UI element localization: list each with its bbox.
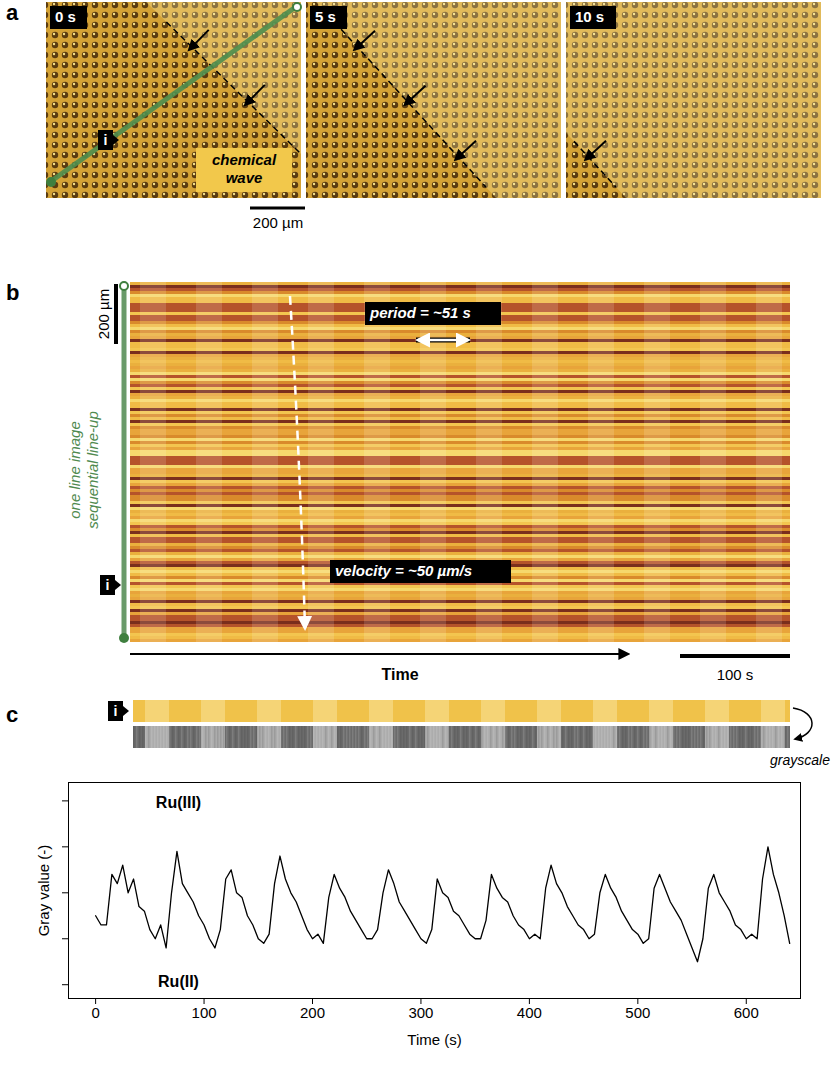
svg-text:0: 0 [91, 1004, 99, 1021]
svg-text:100 s: 100 s [717, 666, 754, 683]
svg-text:chemical: chemical [212, 151, 277, 168]
svg-text:200 µm: 200 µm [95, 289, 112, 339]
svg-text:i: i [104, 132, 108, 148]
svg-text:i: i [106, 577, 110, 593]
svg-text:0 s: 0 s [55, 8, 76, 25]
svg-text:a: a [6, 0, 19, 25]
svg-text:Time: Time [381, 666, 418, 683]
svg-text:one line image: one line image [66, 421, 83, 519]
svg-text:b: b [6, 280, 19, 305]
svg-text:Ru(III): Ru(III) [156, 794, 201, 811]
svg-text:10 s: 10 s [575, 8, 604, 25]
svg-text:wave: wave [226, 169, 263, 186]
svg-text:200: 200 [300, 1004, 325, 1021]
svg-text:grayscale: grayscale [770, 752, 830, 768]
svg-text:i: i [114, 703, 118, 719]
svg-text:5 s: 5 s [315, 8, 336, 25]
svg-text:sequential line-up: sequential line-up [84, 411, 101, 529]
svg-text:500: 500 [625, 1004, 650, 1021]
svg-text:Ru(II): Ru(II) [158, 973, 199, 990]
svg-text:400: 400 [517, 1004, 542, 1021]
svg-text:Gray value (-): Gray value (-) [35, 845, 52, 937]
svg-text:100: 100 [192, 1004, 217, 1021]
svg-text:period = ~51 s: period = ~51 s [369, 304, 471, 321]
svg-text:c: c [6, 702, 18, 727]
svg-text:600: 600 [734, 1004, 759, 1021]
svg-text:velocity = ~50 µm/s: velocity = ~50 µm/s [335, 562, 472, 579]
svg-text:200 µm: 200 µm [253, 214, 303, 231]
svg-text:Time (s): Time (s) [407, 1031, 461, 1048]
svg-text:300: 300 [408, 1004, 433, 1021]
